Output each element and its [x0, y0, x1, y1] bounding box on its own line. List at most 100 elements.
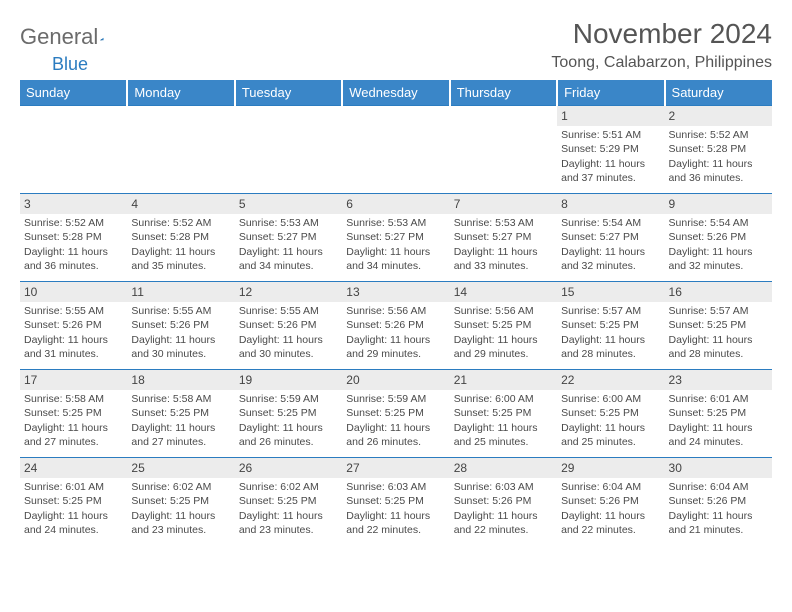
sunset-text: Sunset: 5:26 PM — [454, 494, 553, 508]
day-number: 10 — [20, 282, 127, 302]
calendar-day-cell: 17Sunrise: 5:58 AMSunset: 5:25 PMDayligh… — [20, 370, 127, 458]
day-number: 22 — [557, 370, 664, 390]
daylight-text: Daylight: 11 hours and 25 minutes. — [561, 421, 660, 449]
day-number: 24 — [20, 458, 127, 478]
daylight-text: Daylight: 11 hours and 30 minutes. — [239, 333, 338, 361]
calendar-day-cell: 18Sunrise: 5:58 AMSunset: 5:25 PMDayligh… — [127, 370, 234, 458]
day-header: Saturday — [665, 80, 772, 106]
daylight-text: Daylight: 11 hours and 29 minutes. — [454, 333, 553, 361]
day-header: Thursday — [450, 80, 557, 106]
logo-text-blue: Blue — [52, 54, 88, 75]
sunrise-text: Sunrise: 5:58 AM — [24, 392, 123, 406]
sunrise-text: Sunrise: 6:02 AM — [131, 480, 230, 494]
sunset-text: Sunset: 5:25 PM — [561, 406, 660, 420]
daylight-text: Daylight: 11 hours and 32 minutes. — [669, 245, 768, 273]
day-number: 6 — [342, 194, 449, 214]
sunset-text: Sunset: 5:25 PM — [669, 406, 768, 420]
sunset-text: Sunset: 5:26 PM — [24, 318, 123, 332]
sunrise-text: Sunrise: 5:59 AM — [239, 392, 338, 406]
sunrise-text: Sunrise: 5:52 AM — [131, 216, 230, 230]
sunrise-text: Sunrise: 6:00 AM — [454, 392, 553, 406]
daylight-text: Daylight: 11 hours and 34 minutes. — [239, 245, 338, 273]
sunset-text: Sunset: 5:25 PM — [454, 406, 553, 420]
day-header: Friday — [557, 80, 664, 106]
sunset-text: Sunset: 5:25 PM — [131, 406, 230, 420]
sunset-text: Sunset: 5:25 PM — [669, 318, 768, 332]
day-number: 15 — [557, 282, 664, 302]
calendar-week-row: 10Sunrise: 5:55 AMSunset: 5:26 PMDayligh… — [20, 282, 772, 370]
sunset-text: Sunset: 5:25 PM — [454, 318, 553, 332]
day-number: 16 — [665, 282, 772, 302]
month-title: November 2024 — [551, 18, 772, 50]
daylight-text: Daylight: 11 hours and 24 minutes. — [669, 421, 768, 449]
day-number: 18 — [127, 370, 234, 390]
daylight-text: Daylight: 11 hours and 26 minutes. — [239, 421, 338, 449]
calendar-day-cell: 27 Sunrise: 6:03 AMSunset: 5:25 PMDayligh… — [342, 458, 449, 546]
day-number: 26 — [235, 458, 342, 478]
day-header: Sunday — [20, 80, 127, 106]
daylight-text: Daylight: 11 hours and 23 minutes. — [131, 509, 230, 537]
sunrise-text: Sunrise: 6:04 AM — [561, 480, 660, 494]
sunset-text: Sunset: 5:26 PM — [669, 230, 768, 244]
sunrise-text: Sunrise: 6:03 AM — [346, 480, 445, 494]
daylight-text: Daylight: 11 hours and 33 minutes. — [454, 245, 553, 273]
sunrise-text: Sunrise: 5:55 AM — [131, 304, 230, 318]
day-number: 27 — [342, 458, 449, 478]
daylight-text: Daylight: 11 hours and 27 minutes. — [24, 421, 123, 449]
daylight-text: Daylight: 11 hours and 22 minutes. — [561, 509, 660, 537]
daylight-text: Daylight: 11 hours and 25 minutes. — [454, 421, 553, 449]
sunrise-text: Sunrise: 6:00 AM — [561, 392, 660, 406]
sunset-text: Sunset: 5:25 PM — [346, 406, 445, 420]
sunset-text: Sunset: 5:28 PM — [669, 142, 768, 156]
sunset-text: Sunset: 5:25 PM — [239, 494, 338, 508]
day-number: 14 — [450, 282, 557, 302]
sunrise-text: Sunrise: 5:53 AM — [454, 216, 553, 230]
sunset-text: Sunset: 5:25 PM — [239, 406, 338, 420]
sunrise-text: Sunrise: 5:58 AM — [131, 392, 230, 406]
sunset-text: Sunset: 5:26 PM — [131, 318, 230, 332]
sunset-text: Sunset: 5:27 PM — [346, 230, 445, 244]
day-header: Monday — [127, 80, 234, 106]
daylight-text: Daylight: 11 hours and 22 minutes. — [346, 509, 445, 537]
day-number: 19 — [235, 370, 342, 390]
daylight-text: Daylight: 11 hours and 36 minutes. — [669, 157, 768, 185]
calendar-day-cell: 3Sunrise: 5:52 AMSunset: 5:28 PMDaylight… — [20, 194, 127, 282]
daylight-text: Daylight: 11 hours and 35 minutes. — [131, 245, 230, 273]
day-header-row: Sunday Monday Tuesday Wednesday Thursday… — [20, 80, 772, 106]
daylight-text: Daylight: 11 hours and 32 minutes. — [561, 245, 660, 273]
calendar-day-cell: 23Sunrise: 6:01 AMSunset: 5:25 PMDayligh… — [665, 370, 772, 458]
day-number: 25 — [127, 458, 234, 478]
sunrise-text: Sunrise: 6:03 AM — [454, 480, 553, 494]
sunset-text: Sunset: 5:28 PM — [131, 230, 230, 244]
logo-text-gray: General — [20, 24, 98, 50]
day-number: 5 — [235, 194, 342, 214]
daylight-text: Daylight: 11 hours and 29 minutes. — [346, 333, 445, 361]
sunset-text: Sunset: 5:26 PM — [239, 318, 338, 332]
calendar-day-cell: 19 Sunrise: 5:59 AMSunset: 5:25 PMDayligh… — [235, 370, 342, 458]
sunrise-text: Sunrise: 6:04 AM — [669, 480, 768, 494]
daylight-text: Daylight: 11 hours and 21 minutes. — [669, 509, 768, 537]
sunrise-text: Sunrise: 6:01 AM — [24, 480, 123, 494]
calendar-day-cell: 1Sunrise: 5:51 AMSunset: 5:29 PMDaylight… — [557, 106, 664, 194]
day-number: 17 — [20, 370, 127, 390]
daylight-text: Daylight: 11 hours and 31 minutes. — [24, 333, 123, 361]
sunrise-text: Sunrise: 5:56 AM — [346, 304, 445, 318]
day-number: 2 — [665, 106, 772, 126]
daylight-text: Daylight: 11 hours and 28 minutes. — [561, 333, 660, 361]
day-header: Tuesday — [235, 80, 342, 106]
calendar-day-cell: 28Sunrise: 6:03 AMSunset: 5:26 PMDayligh… — [450, 458, 557, 546]
day-number: 28 — [450, 458, 557, 478]
calendar-day-cell: 5Sunrise: 5:53 AMSunset: 5:27 PMDaylight… — [235, 194, 342, 282]
calendar-day-cell: 10Sunrise: 5:55 AMSunset: 5:26 PMDayligh… — [20, 282, 127, 370]
calendar-day-cell — [342, 106, 449, 194]
calendar-day-cell: 9Sunrise: 5:54 AMSunset: 5:26 PMDaylight… — [665, 194, 772, 282]
sunrise-text: Sunrise: 5:55 AM — [239, 304, 338, 318]
logo: General — [20, 18, 122, 50]
daylight-text: Daylight: 11 hours and 30 minutes. — [131, 333, 230, 361]
calendar-day-cell: 20Sunrise: 5:59 AMSunset: 5:25 PMDayligh… — [342, 370, 449, 458]
sunrise-text: Sunrise: 5:54 AM — [561, 216, 660, 230]
day-number: 23 — [665, 370, 772, 390]
daylight-text: Daylight: 11 hours and 24 minutes. — [24, 509, 123, 537]
sunset-text: Sunset: 5:25 PM — [346, 494, 445, 508]
calendar-table: Sunday Monday Tuesday Wednesday Thursday… — [20, 80, 772, 546]
